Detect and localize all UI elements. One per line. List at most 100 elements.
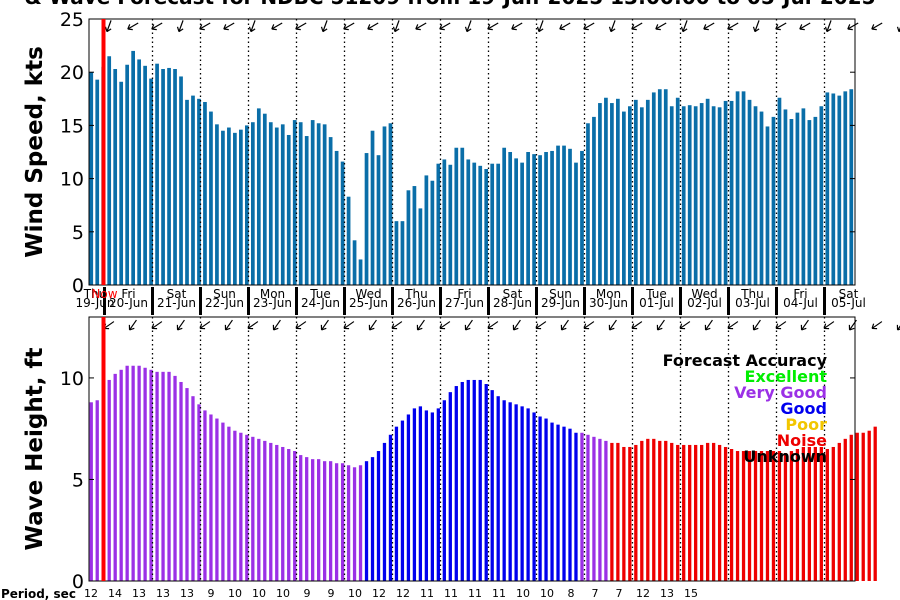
wave-bar [209,414,213,581]
wave-bar [346,465,351,581]
wind-bar [544,152,548,285]
wind-bar [711,106,716,285]
day-date-label: 02-Jul [687,296,722,310]
wave-bar [149,369,153,581]
wind-bar [777,97,782,286]
wind-bar [705,98,710,285]
wave-bar [239,432,243,581]
wind-ytick-label: 5 [72,222,84,244]
wave-bar [574,432,578,581]
wind-bar [610,103,614,285]
wave-bar [472,379,476,581]
wave-bar [622,446,626,581]
wind-bar [328,137,333,285]
wave-bar [771,451,776,581]
period-label: 12 [372,587,386,600]
wave-bar [747,451,752,581]
wind-bar [819,106,824,285]
wave-bar [592,436,596,581]
wind-bar [759,111,764,285]
wind-bar [268,122,273,286]
wave-bar [682,444,686,581]
wind-bar [250,122,255,286]
wave-bar [843,438,847,581]
now-label: Now [91,287,117,301]
wind-bar [370,130,375,285]
wave-bar [281,446,285,581]
period-label: 9 [328,587,335,600]
period-axis: Period, sec 12 14 13 13 13 9 10 10 10 9 9 10 12 12 11 11… [1,587,698,600]
period-axis-label: Period, sec [1,587,76,600]
wave-direction-arrow-icon [752,319,761,331]
wind-bar [807,120,812,285]
period-label: 7 [616,587,623,600]
day-name-label: Mon [596,287,621,301]
wave-bar [711,442,716,581]
wind-speed-panel: 0 5 10 15 20 25 Wind Speed, kts [22,9,900,297]
wind-bar [364,153,369,285]
wave-bar [155,371,159,581]
wave-bar [376,451,381,581]
wind-direction-arrow-icon [295,22,307,31]
wind-bar [149,78,153,285]
wave-direction-arrow-icon [176,319,185,331]
day-name-label: Fri [457,287,471,301]
wave-bar [717,444,722,581]
wave-bar [382,442,387,581]
wind-direction-arrow-icon [511,22,523,31]
day-name-label: Tue [645,287,667,301]
day-date-label: 24-Jun [301,296,340,310]
wave-bar [364,461,369,581]
wind-bar [430,180,435,285]
wave-bar [514,404,518,581]
wave-bar [412,408,417,581]
wind-bar [346,196,351,285]
period-label: 10 [228,587,242,600]
wind-bar [179,76,183,286]
day-name-label: Sat [839,287,859,301]
wave-bar [388,434,393,581]
wind-bar [801,108,806,285]
wave-bar [454,386,458,581]
wave-direction-arrow-icon [896,319,900,331]
wind-bar [436,163,441,285]
wave-direction-arrow-icon [704,319,713,331]
period-label: 11 [492,587,506,600]
period-label: 10 [276,587,290,600]
wind-bar [580,150,584,285]
day-date-label: 27-Jun [445,296,484,310]
wave-bar [837,442,841,581]
wind-direction-arrow-icon [343,22,355,31]
wave-direction-arrow-icon [727,321,739,330]
wave-bar [789,451,794,581]
wind-bar [310,120,315,285]
period-label: 14 [108,587,122,600]
period-label: 13 [660,587,674,600]
wave-direction-arrow-icon [199,321,211,330]
wind-direction-arrow-icon [248,20,256,33]
day-name-label: Sun [549,287,572,301]
wave-direction-arrow-icon [224,319,233,331]
wind-bar [358,259,363,285]
wind-bar [550,150,554,285]
wave-bar [819,446,823,581]
wind-bar [508,152,513,285]
wave-bar [849,434,853,581]
wind-bar [161,69,165,285]
wave-bar [436,408,440,581]
wind-bar [771,116,776,285]
wind-bar [753,106,758,285]
wave-bar [526,408,530,581]
period-label: 11 [420,587,434,600]
period-label: 10 [516,587,530,600]
wind-bar [197,98,201,285]
wind-bar [693,106,698,285]
day-name-label: Wed [691,287,717,301]
wind-bar [203,101,207,286]
legend-entry: Good [780,399,827,418]
wave-bar [664,440,668,581]
wave-bar [197,404,201,581]
wave-bar [233,430,237,581]
wave-bar [807,446,812,581]
